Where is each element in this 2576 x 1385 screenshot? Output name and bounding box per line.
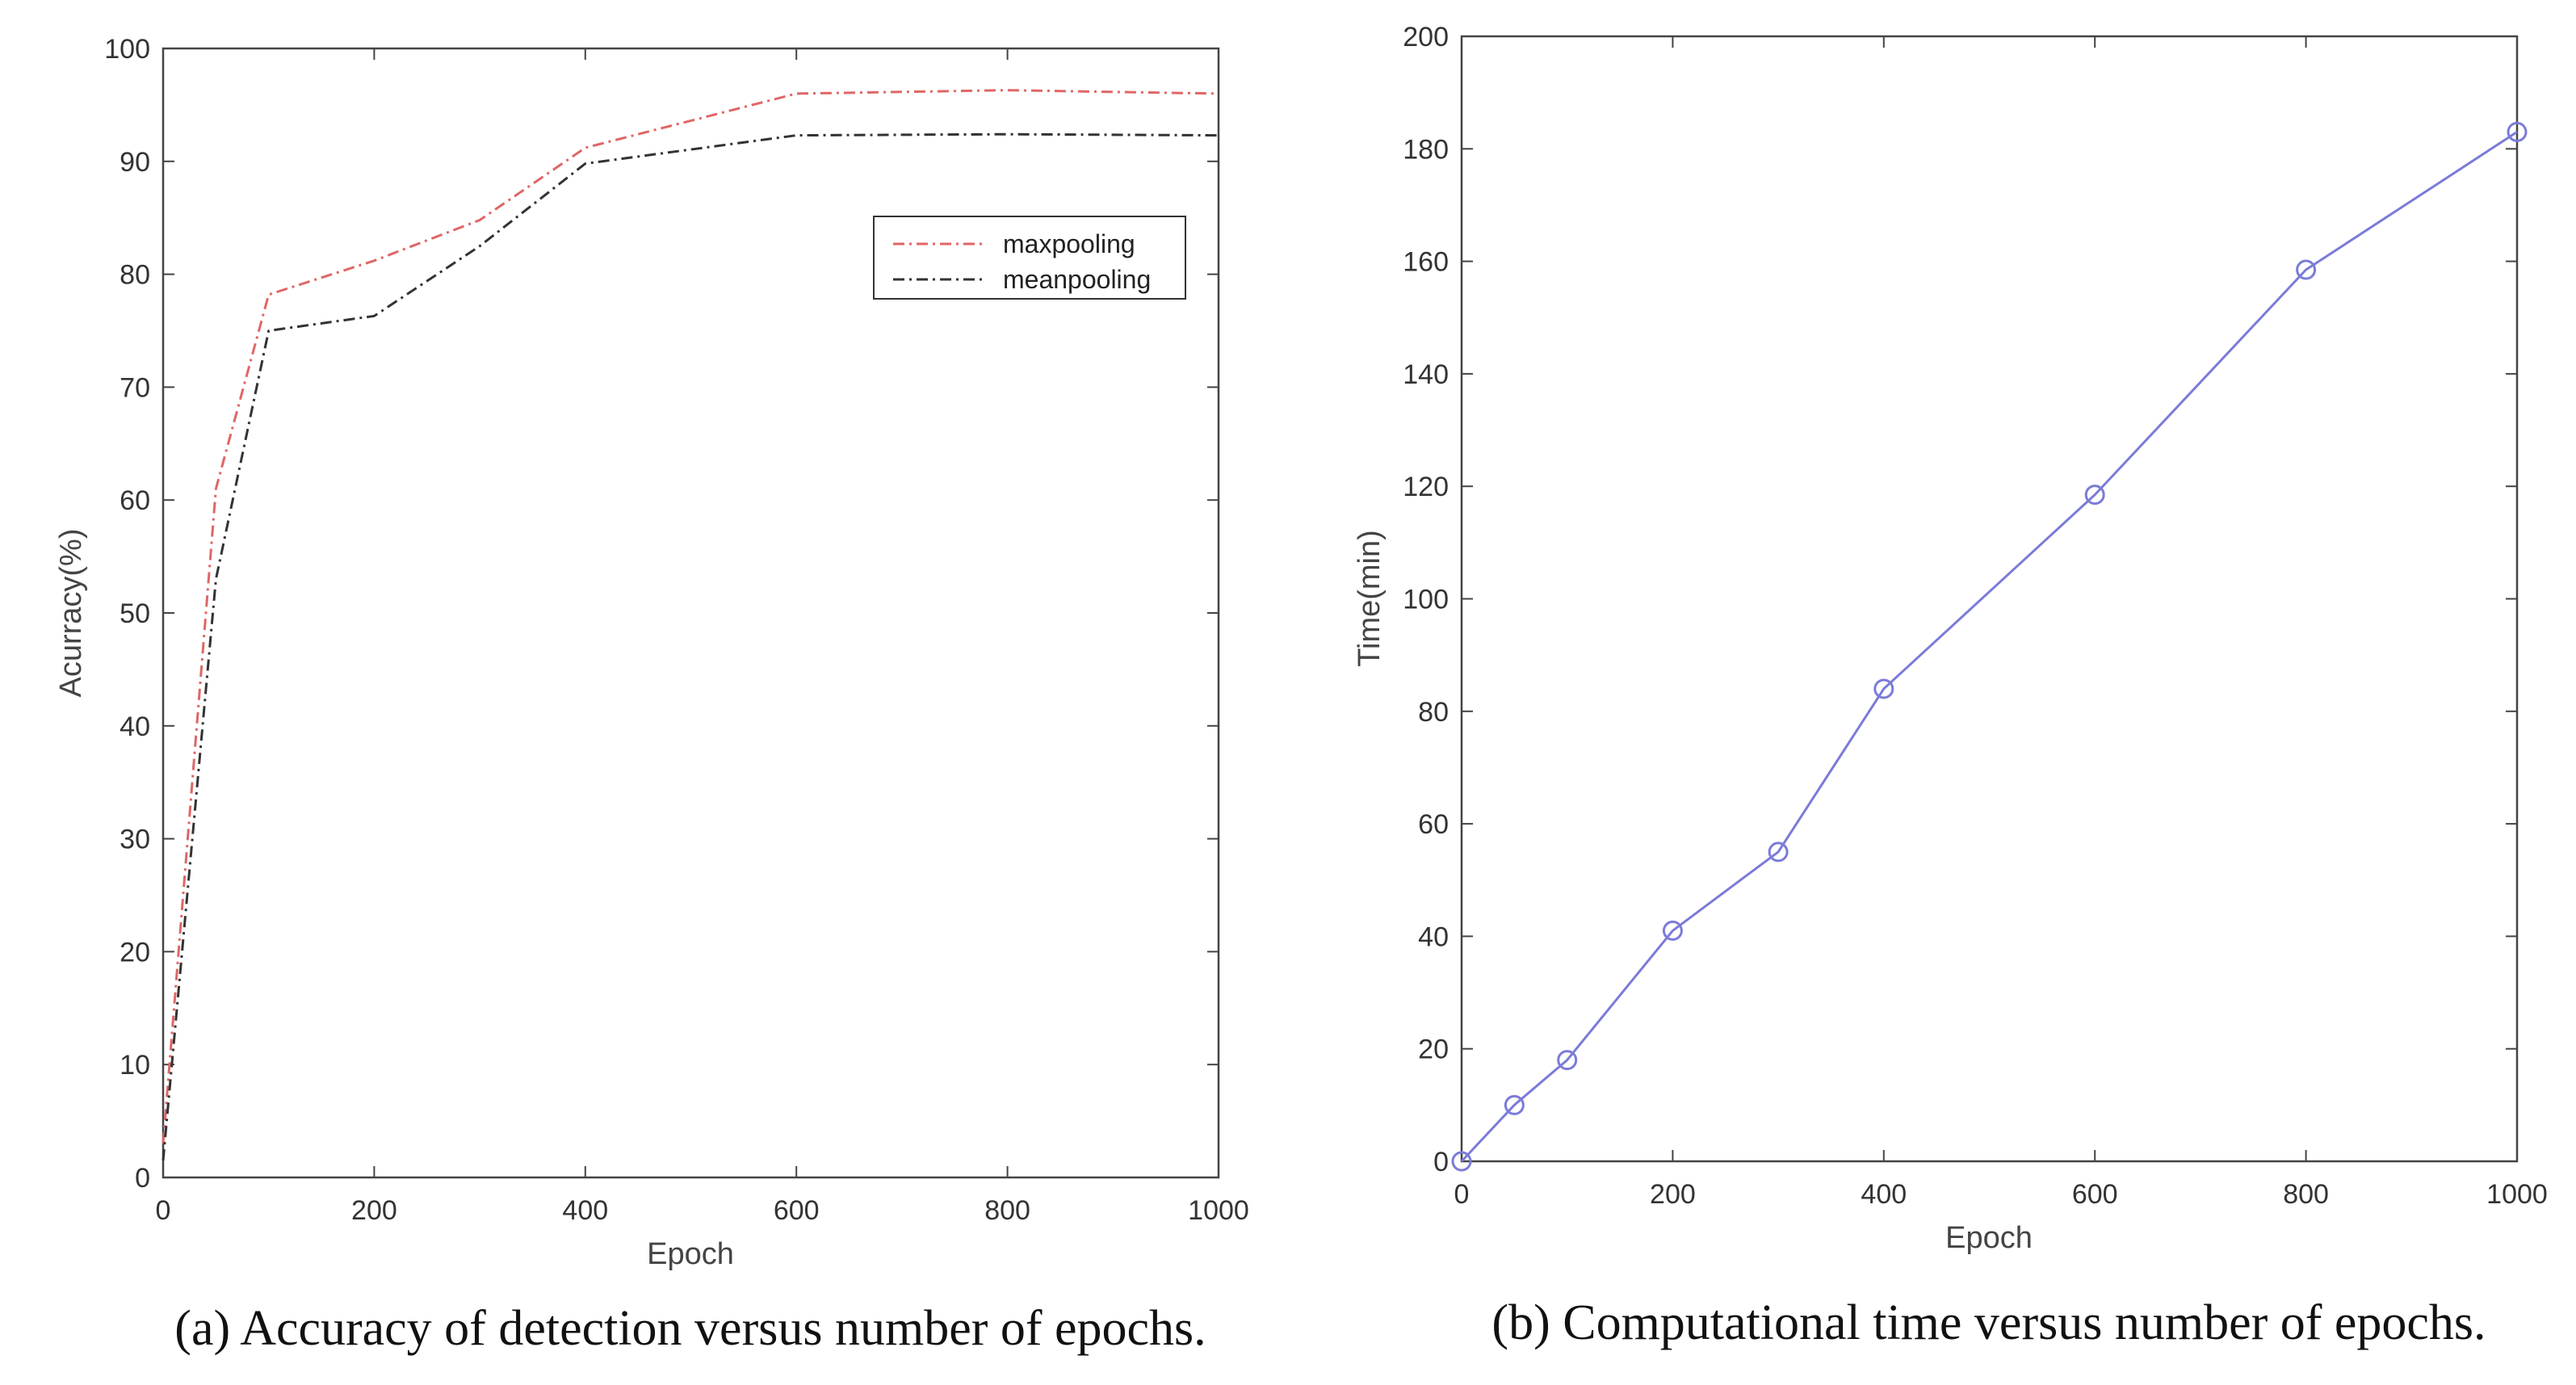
y-tick-label-a: 90: [120, 147, 150, 178]
y-tick-label-b: 80: [1418, 697, 1449, 728]
data-point-marker: [1451, 1151, 1472, 1172]
y-tick-label-a: 20: [120, 937, 150, 967]
axis-ticks-a: 0 200 400 600 800 1000 0 10 20 30 40 50 60 70 80 90 100: [104, 34, 1249, 1226]
legend-a: maxpooling meanpooling: [873, 216, 1186, 300]
y-tick-label-b: 60: [1418, 809, 1449, 840]
caption-a: (a) Accuracy of detection versus number …: [174, 1301, 1206, 1356]
y-tick-label-b: 140: [1403, 359, 1449, 390]
x-tick-label-a: 600: [774, 1195, 820, 1226]
y-tick-label-a: 30: [120, 825, 150, 855]
x-tick-label-b: 1000: [2486, 1179, 2548, 1210]
y-tick-label-a: 0: [135, 1163, 150, 1194]
x-tick-label-b: 200: [1650, 1179, 1696, 1210]
series-group-a: [162, 89, 1219, 1161]
data-point-marker: [1557, 1050, 1578, 1071]
series-line-maxpooling: [162, 89, 1219, 1144]
series-group-b: [1451, 121, 2528, 1172]
x-tick-label-a: 0: [156, 1195, 171, 1226]
data-point-marker: [1768, 841, 1789, 862]
series-line-time: [1460, 131, 2518, 1163]
y-tick-label-b: 120: [1403, 472, 1449, 502]
x-tick-label-a: 800: [984, 1195, 1030, 1226]
x-tick-label-b: 400: [1861, 1179, 1907, 1210]
x-tick-label-a: 1000: [1188, 1195, 1249, 1226]
y-tick-label-b: 20: [1418, 1035, 1449, 1065]
y-tick-label-b: 160: [1403, 247, 1449, 278]
data-point-marker: [2507, 121, 2528, 142]
data-point-marker: [1873, 678, 1894, 699]
x-tick-label-b: 800: [2283, 1179, 2329, 1210]
y-axis-label-b: Time(min): [1353, 530, 1387, 667]
y-tick-label-b: 180: [1403, 134, 1449, 165]
x-tick-label-b: 0: [1454, 1179, 1470, 1210]
data-point-marker: [2084, 485, 2105, 506]
y-tick-label-b: 0: [1433, 1147, 1449, 1177]
y-tick-label-a: 100: [104, 34, 150, 65]
x-tick-label-b: 600: [2072, 1179, 2118, 1210]
y-tick-label-a: 70: [120, 372, 150, 403]
legend-box: [873, 216, 1186, 300]
legend-label-maxpooling: maxpooling: [1003, 229, 1135, 258]
legend-label-meanpooling: meanpooling: [1003, 265, 1151, 294]
y-tick-label-b: 40: [1418, 921, 1449, 952]
x-tick-label-a: 200: [351, 1195, 397, 1226]
y-tick-label-a: 40: [120, 711, 150, 742]
plot-area-b: [1460, 35, 2519, 1163]
axis-ticks-b: 0 200 400 600 800 1000 0 20 40 60 80 100 120 140 160 18…: [1403, 22, 2548, 1210]
series-line-meanpooling: [162, 132, 1219, 1161]
y-tick-label-a: 50: [120, 598, 150, 629]
y-tick-label-a: 10: [120, 1050, 150, 1081]
accuracy-chart: 0 200 400 600 800 10000102030405060708090100 …: [54, 34, 1249, 1356]
caption-b: (b) Computational time versus number of …: [1491, 1295, 2486, 1350]
y-tick-label-a: 60: [120, 485, 150, 516]
y-tick-label-b: 200: [1403, 22, 1449, 52]
x-axis-label-b: Epoch: [1945, 1221, 2033, 1255]
x-tick-label-a: 400: [562, 1195, 608, 1226]
data-point-marker: [2296, 259, 2317, 280]
y-axis-label-a: Acurracy(%): [54, 528, 88, 697]
y-tick-label-a: 80: [120, 260, 150, 291]
x-axis-label-a: Epoch: [647, 1237, 734, 1271]
y-tick-label-b: 100: [1403, 585, 1449, 615]
data-point-marker: [1662, 920, 1683, 941]
data-point-marker: [1504, 1094, 1525, 1115]
time-chart: 0 200 400 600 800 1000 0 20 40 60 80 100 120 140 160 18…: [1353, 22, 2548, 1350]
